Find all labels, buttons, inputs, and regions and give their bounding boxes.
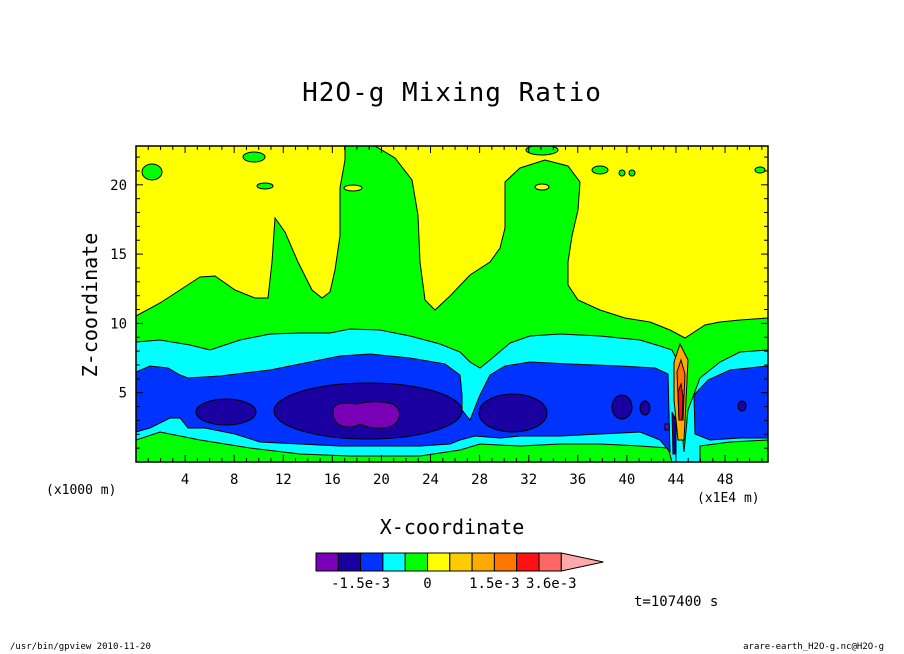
x-tick-label: 32 [520, 472, 537, 488]
colorbar-label: -1.5e-3 [331, 576, 390, 592]
colorbar-swatch [337, 552, 362, 572]
x-unit-label: (x1000 m) [46, 483, 117, 498]
y-tick-label: 10 [110, 316, 127, 332]
x-tick-label: 16 [324, 472, 341, 488]
colorbar-arrow [560, 552, 604, 572]
colorbar-swatch [493, 552, 518, 572]
colorbar-label: 3.6e-3 [526, 576, 577, 592]
x-tick-label: 48 [717, 472, 734, 488]
colorbar-swatch [516, 552, 540, 572]
contour-darkblue [195, 398, 257, 426]
colorbar-label: 0 [423, 576, 431, 592]
footer-right: arare-earth_H2O-g.nc@H2O-g [743, 642, 884, 652]
x-axis-label: X-coordinate [379, 515, 525, 539]
chart-title: H2O-g Mixing Ratio [302, 78, 602, 108]
x-tick-label: 24 [422, 472, 439, 488]
plot-frame [135, 145, 769, 463]
colorbar-label: 1.5e-3 [469, 576, 520, 592]
time-label: t=107400 s [634, 594, 719, 610]
colorbar-swatch [382, 552, 406, 572]
y-tick-label: 20 [110, 178, 127, 194]
x-tick-label: 40 [618, 472, 635, 488]
x-tick-label: 8 [230, 472, 238, 488]
x-tick-label: 36 [569, 472, 586, 488]
x-tick-label: 28 [471, 472, 488, 488]
x-tick-label: 4 [181, 472, 189, 488]
y-tick-label: 15 [110, 247, 127, 263]
x-tick-label: 44 [668, 472, 685, 488]
colorbar-swatch [471, 552, 495, 572]
contour-field [136, 146, 768, 462]
footer-left: /usr/bin/gpview 2010-11-20 [10, 642, 151, 652]
y-tick-label: 5 [119, 386, 127, 402]
colorbar-swatch [538, 552, 562, 572]
colorbar-swatch [315, 552, 339, 572]
colorbar-swatch [360, 552, 384, 572]
colorbar-swatch [404, 552, 429, 572]
colorbar-swatch [449, 552, 473, 572]
x-tick-label: 12 [275, 472, 292, 488]
colorbar-swatch [427, 552, 451, 572]
x-tick-label: 20 [373, 472, 390, 488]
x-scale-label: (x1E4 m) [697, 491, 760, 506]
contour-purple [332, 401, 400, 429]
